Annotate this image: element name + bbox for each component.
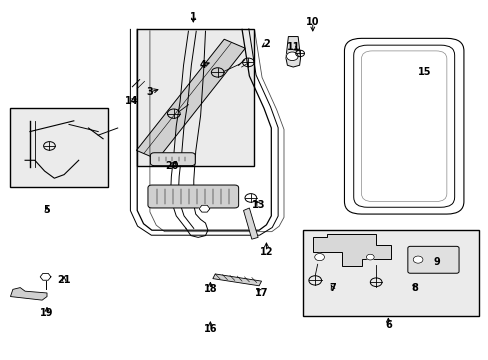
- Text: 20: 20: [165, 161, 179, 171]
- FancyBboxPatch shape: [303, 230, 478, 316]
- Polygon shape: [312, 234, 390, 266]
- Polygon shape: [10, 288, 47, 300]
- Text: 9: 9: [433, 257, 440, 267]
- Text: 6: 6: [384, 320, 391, 330]
- Text: 13: 13: [252, 200, 265, 210]
- FancyBboxPatch shape: [353, 45, 454, 207]
- Text: 1: 1: [189, 12, 196, 22]
- FancyBboxPatch shape: [407, 246, 458, 273]
- Polygon shape: [243, 208, 258, 239]
- FancyBboxPatch shape: [148, 185, 238, 208]
- Polygon shape: [136, 39, 245, 159]
- FancyBboxPatch shape: [361, 51, 446, 202]
- Text: 17: 17: [254, 288, 268, 298]
- Text: 8: 8: [411, 283, 418, 293]
- Text: 11: 11: [286, 42, 300, 52]
- Text: 16: 16: [203, 324, 217, 334]
- FancyBboxPatch shape: [344, 39, 463, 214]
- Circle shape: [286, 52, 298, 60]
- Polygon shape: [285, 37, 300, 67]
- Polygon shape: [199, 205, 209, 212]
- Text: 15: 15: [417, 67, 431, 77]
- Polygon shape: [212, 274, 261, 286]
- Text: 5: 5: [43, 206, 50, 216]
- Text: 12: 12: [259, 247, 273, 257]
- Circle shape: [366, 254, 373, 260]
- Text: 19: 19: [40, 308, 54, 318]
- Text: 14: 14: [124, 96, 138, 106]
- Circle shape: [412, 256, 422, 263]
- Text: 10: 10: [305, 17, 319, 27]
- FancyBboxPatch shape: [137, 30, 254, 166]
- FancyBboxPatch shape: [150, 153, 195, 166]
- Text: 7: 7: [328, 283, 335, 293]
- Text: 18: 18: [203, 284, 217, 294]
- Text: 2: 2: [263, 39, 269, 49]
- Text: 21: 21: [57, 275, 71, 285]
- Text: 4: 4: [199, 60, 206, 70]
- FancyBboxPatch shape: [10, 108, 108, 187]
- Text: 3: 3: [146, 87, 152, 97]
- Circle shape: [314, 253, 324, 261]
- Polygon shape: [40, 273, 51, 280]
